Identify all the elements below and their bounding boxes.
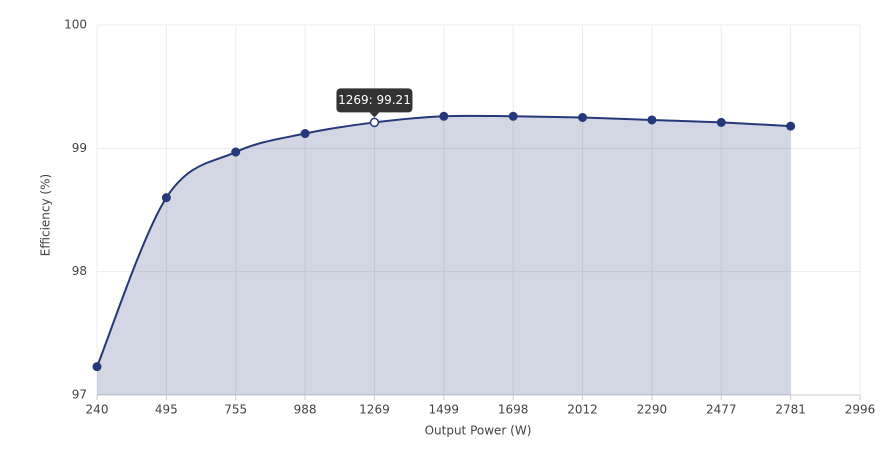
- x-tick-label: 2781: [775, 403, 806, 417]
- x-tick-label: 988: [294, 403, 317, 417]
- x-tick-label: 1499: [429, 403, 460, 417]
- x-tick-label: 240: [86, 403, 109, 417]
- x-tick-label: 2012: [567, 403, 598, 417]
- x-tick-label: 2996: [845, 403, 876, 417]
- data-point: [369, 117, 380, 128]
- x-tick-label: 2290: [637, 403, 668, 417]
- tooltip-text: 1269: 99.21: [338, 93, 411, 107]
- data-point: [92, 362, 102, 372]
- data-point: [786, 121, 796, 131]
- data-point: [300, 129, 310, 139]
- x-tick-label: 755: [224, 403, 247, 417]
- y-tick-label: 97: [72, 388, 87, 402]
- line: [96, 114, 791, 368]
- data-point: [578, 113, 588, 122]
- tooltip-box: [336, 88, 413, 113]
- x-tick-label: 2477: [706, 403, 737, 417]
- area: [97, 115, 791, 395]
- tooltip-arrow: [369, 112, 380, 118]
- data-point: [231, 147, 241, 157]
- x-tick-label: 495: [155, 403, 178, 417]
- y-tick-label: 99: [72, 141, 87, 155]
- y-tick-label: 100: [64, 18, 87, 32]
- x-axis-title: Output Power (W): [425, 424, 532, 438]
- x-tick-label: 1698: [498, 403, 529, 417]
- x-tick-label: 1269: [359, 403, 390, 417]
- y-axis-title: Efficiency (%): [39, 174, 53, 256]
- y-tick-label: 98: [72, 264, 87, 278]
- tooltip: 1269: 99.21: [336, 88, 413, 118]
- data-point: [716, 117, 726, 127]
- data-point: [647, 115, 657, 125]
- data-point: [161, 193, 171, 203]
- data-point: [508, 111, 518, 121]
- data-point: [439, 111, 449, 121]
